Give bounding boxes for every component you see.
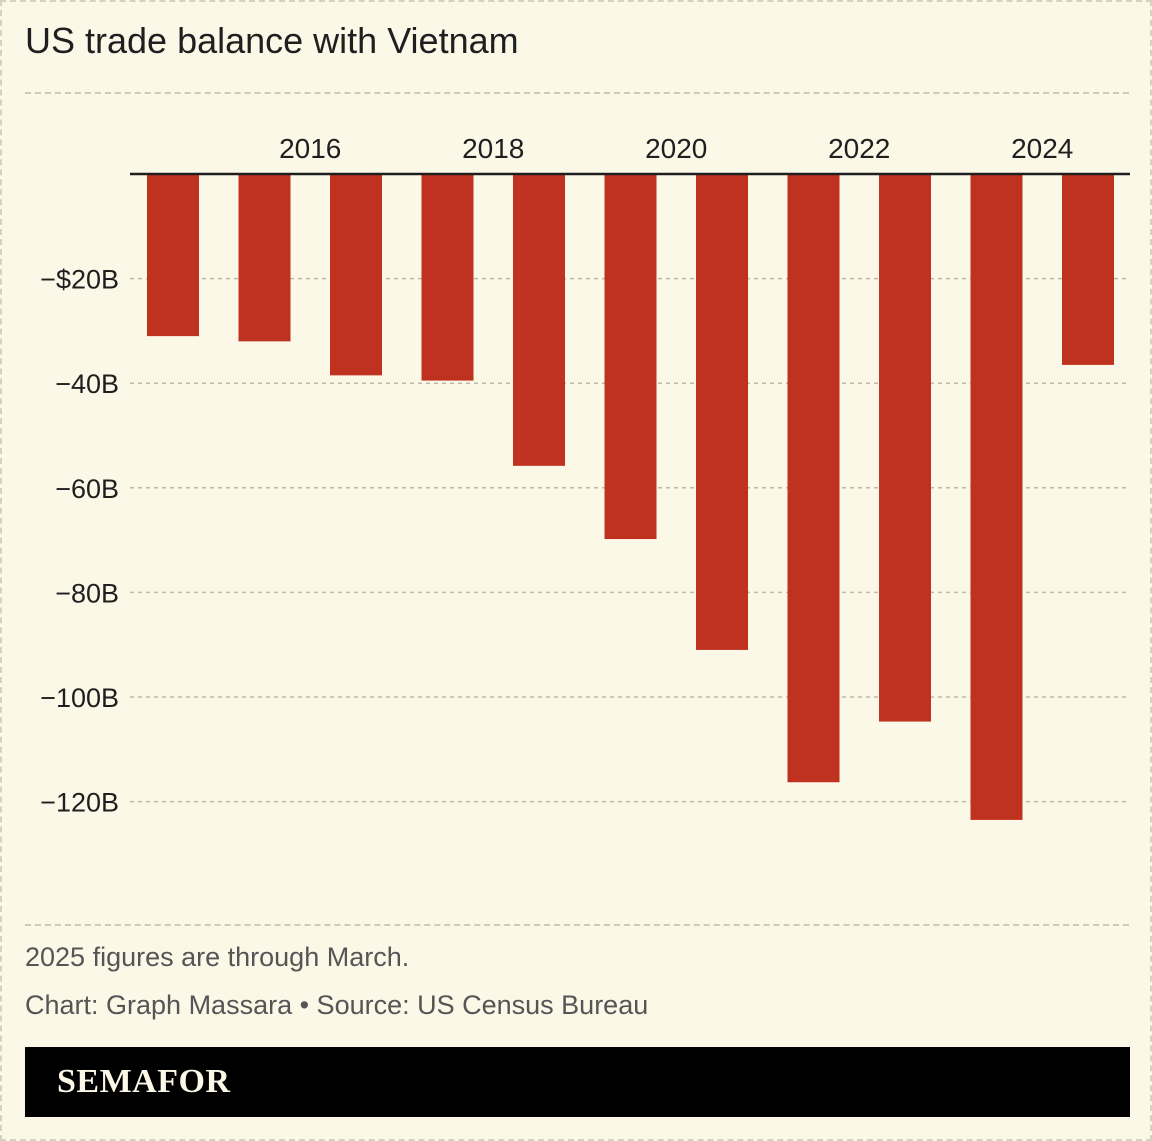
footnote: 2025 figures are through March. <box>25 942 410 972</box>
chart-title: US trade balance with Vietnam <box>25 20 519 61</box>
x-tick-labels: 2016 2018 2020 2022 2024 <box>279 133 1073 164</box>
y-tick-label: −100B <box>40 683 119 713</box>
bar-chart: −$20B −40B −60B −80B −100B −120B 2016 2018 2020… <box>40 133 1130 820</box>
bar-2023 <box>879 174 931 722</box>
y-tick-label: −120B <box>40 788 119 818</box>
bar-2019 <box>513 174 565 466</box>
bar-2015 <box>147 174 199 337</box>
x-tick-label: 2016 <box>279 133 341 164</box>
y-tick-label: −40B <box>55 369 119 399</box>
y-tick-label: −$20B <box>40 265 119 295</box>
top-divider <box>25 92 1129 94</box>
credit-line: Chart: Graph Massara • Source: US Census… <box>25 990 649 1020</box>
x-tick-label: 2020 <box>645 133 707 164</box>
y-tick-label: −80B <box>55 578 119 608</box>
semafor-logo: SEMAFOR <box>57 1063 231 1100</box>
brand-bar: SEMAFOR <box>25 1047 1130 1117</box>
y-tick-label: −60B <box>55 474 119 504</box>
x-tick-label: 2024 <box>1011 133 1073 164</box>
bar-2018 <box>421 174 474 381</box>
bar-2016 <box>238 174 291 342</box>
bar-2017 <box>330 174 382 376</box>
bar-2025 <box>1062 174 1114 365</box>
bar-2021 <box>696 174 748 650</box>
bars <box>147 174 1114 820</box>
bar-2020 <box>604 174 657 540</box>
bottom-divider <box>25 924 1129 926</box>
y-tick-labels: −$20B −40B −60B −80B −100B −120B <box>40 265 119 818</box>
bar-2022 <box>787 174 840 783</box>
x-tick-label: 2022 <box>828 133 890 164</box>
x-tick-label: 2018 <box>462 133 524 164</box>
bar-2024 <box>970 174 1023 820</box>
